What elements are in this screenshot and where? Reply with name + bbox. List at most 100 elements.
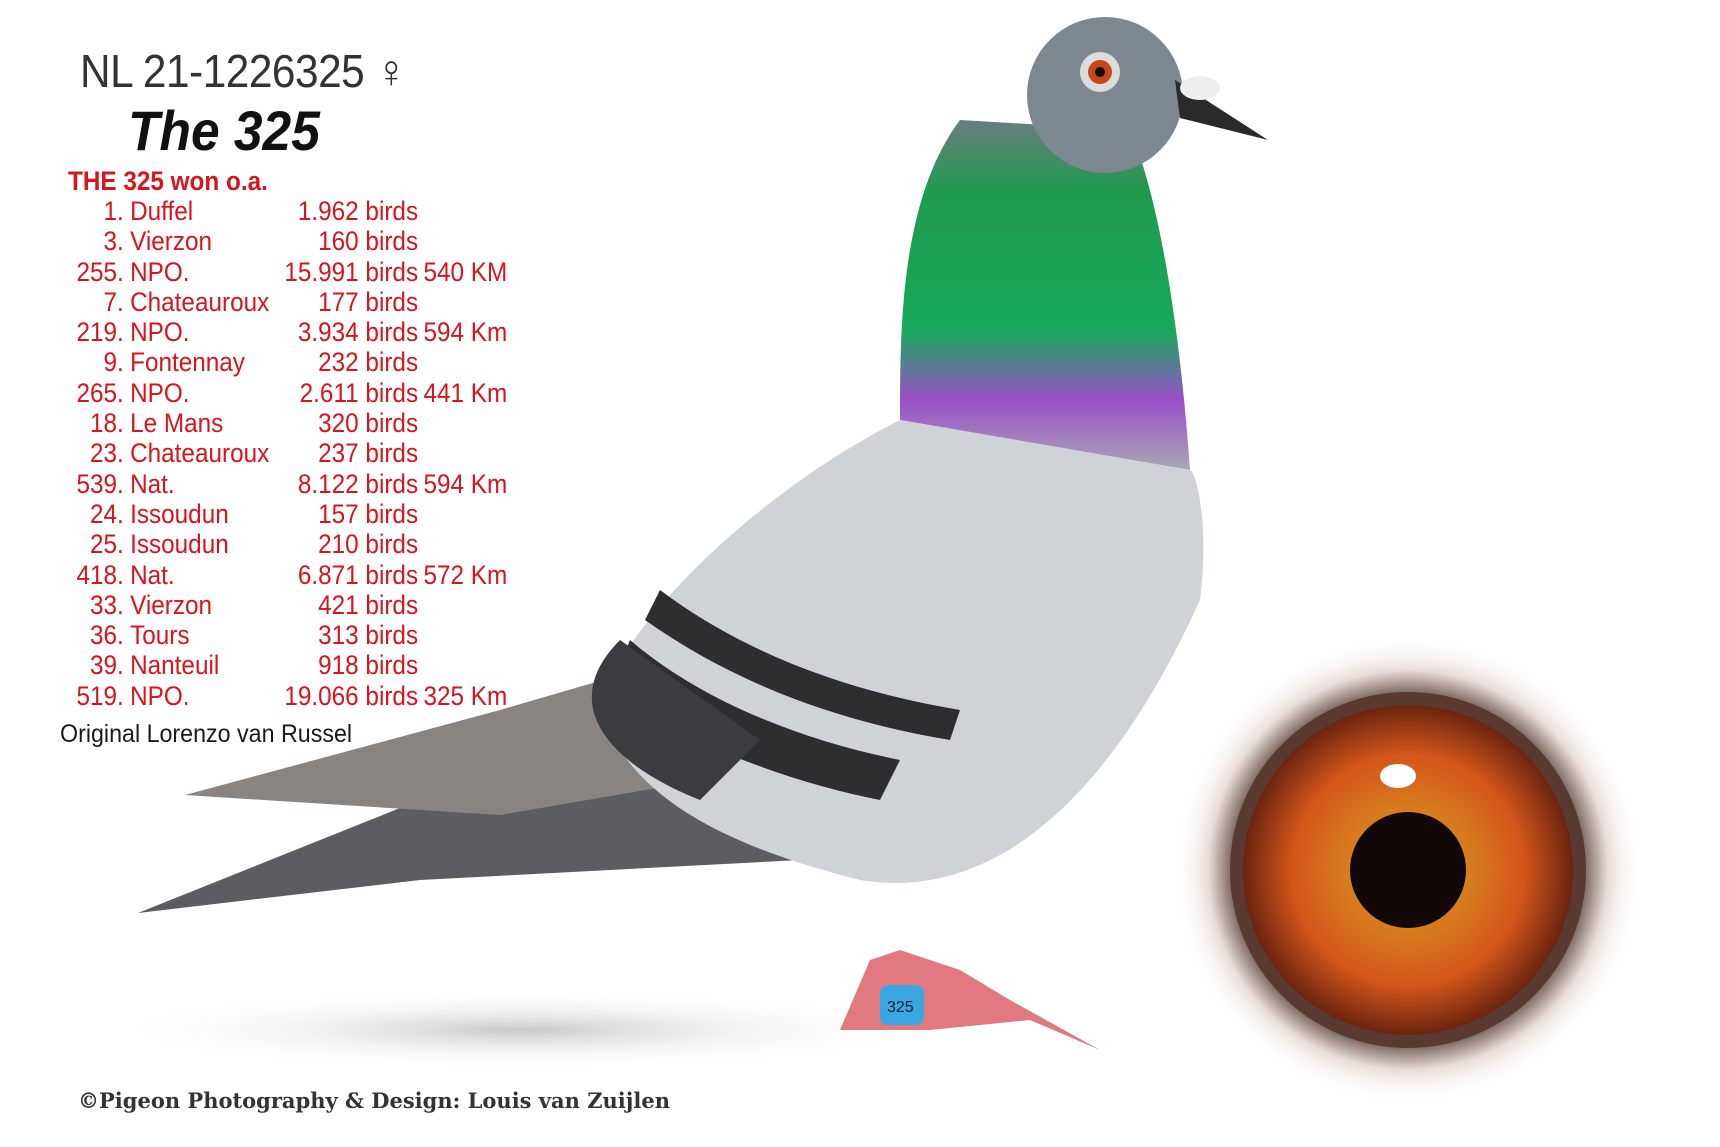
result-rank: 33. xyxy=(90,589,124,620)
result-row: 255. NPO. 15.991 birds 540 KM xyxy=(68,257,507,287)
result-row: 519. NPO. 19.066 birds 325 Km xyxy=(68,681,507,711)
origin-text: Original Lorenzo van Russel xyxy=(60,720,353,748)
result-km xyxy=(418,620,423,650)
result-row: 25. Issoudun 210 birds xyxy=(68,529,507,559)
result-birds: 2.611 birds xyxy=(299,377,419,408)
leg-band xyxy=(880,985,924,1025)
result-place: Chateauroux xyxy=(130,438,270,469)
result-place: NPO. xyxy=(130,377,190,408)
result-km xyxy=(418,347,423,377)
leg-band-text: 325 xyxy=(887,999,914,1016)
result-rank: 3. xyxy=(103,226,124,257)
result-birds: 237 birds xyxy=(318,438,419,469)
result-place: Issoudun xyxy=(130,498,229,529)
cere xyxy=(1180,76,1220,100)
result-birds: 320 birds xyxy=(318,408,419,439)
result-row: 36. Tours 313 birds xyxy=(68,620,507,650)
pigeon-name: The 325 xyxy=(128,99,320,162)
result-km xyxy=(418,438,423,468)
result-row: 265. NPO. 2.611 birds 441 Km xyxy=(68,378,507,408)
result-row: 1. Duffel 1.962 birds xyxy=(68,196,507,226)
result-place: Nat. xyxy=(130,468,175,499)
result-place: Chateauroux xyxy=(130,286,270,317)
result-row: 33. Vierzon 421 birds xyxy=(68,590,507,620)
result-row: 18. Le Mans 320 birds xyxy=(68,408,507,438)
result-row: 219. NPO. 3.934 birds 594 Km xyxy=(68,317,507,347)
result-birds: 177 birds xyxy=(318,286,419,317)
result-birds: 210 birds xyxy=(318,529,419,560)
result-birds: 160 birds xyxy=(318,226,419,257)
pigeon-pupil xyxy=(1095,67,1105,77)
head xyxy=(1027,17,1183,173)
result-rank: 9. xyxy=(103,347,124,378)
result-place: Vierzon xyxy=(130,226,213,257)
result-km xyxy=(418,226,423,256)
result-birds: 421 birds xyxy=(318,589,419,620)
result-place: Duffel xyxy=(130,196,194,226)
result-place: Nat. xyxy=(130,559,175,590)
result-birds: 232 birds xyxy=(318,347,419,378)
results-list: THE 325 won o.a. 1. Duffel 1.962 birds 3. Vi… xyxy=(68,166,507,711)
result-km xyxy=(418,590,423,620)
result-rank: 23. xyxy=(90,438,124,469)
result-birds: 313 birds xyxy=(318,620,419,651)
result-birds: 918 birds xyxy=(318,650,419,681)
result-rank: 39. xyxy=(90,650,124,681)
result-km: 325 Km xyxy=(423,680,508,711)
ground-shadow xyxy=(100,990,940,1070)
result-birds: 15.991 birds xyxy=(284,256,419,287)
result-km: 594 Km xyxy=(423,468,508,499)
result-rank: 18. xyxy=(90,408,124,439)
result-km: 540 KM xyxy=(423,256,508,287)
result-km xyxy=(418,529,423,559)
result-km xyxy=(418,287,423,317)
copyright-text: ©Pigeon Photography & Design: Louis van … xyxy=(78,1088,670,1113)
result-rank: 255. xyxy=(76,256,124,287)
result-birds: 157 birds xyxy=(318,498,419,529)
result-km: 572 Km xyxy=(423,559,508,590)
result-rank: 519. xyxy=(76,680,124,711)
result-rank: 25. xyxy=(90,529,124,560)
result-rank: 539. xyxy=(76,468,124,499)
result-rank: 265. xyxy=(76,377,124,408)
result-place: NPO. xyxy=(130,680,190,711)
tail xyxy=(138,760,800,913)
results-header: THE 325 won o.a. xyxy=(68,166,268,196)
result-row: 7. Chateauroux 177 birds xyxy=(68,287,507,317)
result-rank: 7. xyxy=(103,286,124,317)
result-km xyxy=(418,499,423,529)
result-row: 539. Nat. 8.122 birds 594 Km xyxy=(68,469,507,499)
result-row: 23. Chateauroux 237 birds xyxy=(68,438,507,468)
result-row: 3. Vierzon 160 birds xyxy=(68,226,507,256)
result-row: 418. Nat. 6.871 birds 572 Km xyxy=(68,560,507,590)
ring-number: NL 21-1226325 ♀ xyxy=(80,45,407,97)
result-place: Fontennay xyxy=(130,347,245,378)
result-row: 9. Fontennay 232 birds xyxy=(68,347,507,377)
body xyxy=(600,420,1204,883)
result-birds: 6.871 birds xyxy=(297,559,419,590)
result-place: Tours xyxy=(130,620,190,651)
result-row: 24. Issoudun 157 birds xyxy=(68,499,507,529)
result-place: Le Mans xyxy=(130,408,224,439)
wing-bars xyxy=(610,590,960,800)
result-rank: 24. xyxy=(90,498,124,529)
result-place: Nanteuil xyxy=(130,650,220,681)
result-km: 594 Km xyxy=(423,317,508,348)
result-row: 39. Nanteuil 918 birds xyxy=(68,650,507,680)
result-place: Issoudun xyxy=(130,529,229,560)
result-place: Vierzon xyxy=(130,589,213,620)
result-rank: 36. xyxy=(90,620,124,651)
result-place: NPO. xyxy=(130,256,190,287)
result-km xyxy=(418,650,423,680)
neck xyxy=(900,120,1190,470)
result-birds: 8.122 birds xyxy=(297,468,419,499)
result-rank: 1. xyxy=(103,196,124,226)
result-km: 441 Km xyxy=(423,377,508,408)
result-km xyxy=(418,408,423,438)
wing-shoulder xyxy=(591,640,760,800)
result-rank: 219. xyxy=(76,317,124,348)
eye-highlight xyxy=(1380,764,1416,788)
result-rank: 418. xyxy=(76,559,124,590)
